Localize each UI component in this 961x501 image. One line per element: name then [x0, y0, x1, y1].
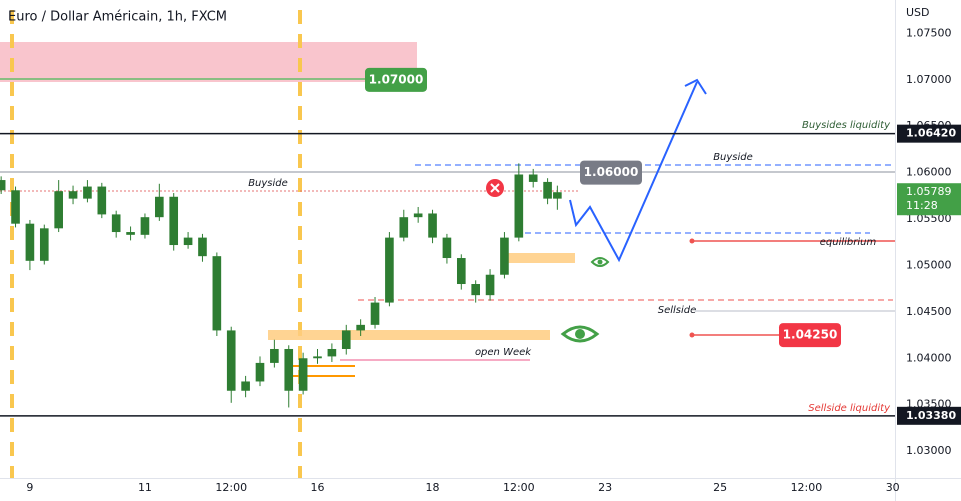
- candle-body: [341, 330, 351, 349]
- candle-body: [155, 196, 164, 218]
- y-tick-label: 1.05000: [906, 258, 952, 271]
- currency: USD: [906, 6, 930, 19]
- y-tick-label: 1.04000: [906, 351, 952, 364]
- candle-body: [126, 232, 135, 235]
- candle-body: [111, 214, 121, 233]
- level-anchor: [689, 238, 695, 244]
- x-tick-label: 9: [26, 481, 33, 494]
- candle-body: [212, 256, 222, 331]
- eye-icon: [590, 257, 610, 267]
- price-label-box: [580, 160, 642, 185]
- y-tick-label: 1.04500: [906, 305, 952, 318]
- candle-body: [442, 237, 452, 259]
- candle-body: [25, 223, 35, 261]
- chart-title: Euro / Dollar Américain, 1h, FXCM: [8, 10, 227, 25]
- annotation: Buyside: [248, 178, 288, 189]
- candle-body: [428, 213, 437, 238]
- supply-zone: [0, 42, 417, 82]
- axis-level-box: [897, 406, 961, 425]
- candle-body: [169, 196, 179, 246]
- candle-body: [370, 302, 380, 325]
- price-label-box: [779, 323, 841, 348]
- candle-body: [198, 237, 207, 257]
- candle-body: [399, 217, 409, 238]
- y-tick-label: 1.07000: [906, 73, 952, 86]
- candle-body: [241, 381, 250, 391]
- axis-level-box: [897, 124, 961, 143]
- y-tick-label: 1.03000: [906, 444, 952, 457]
- candle-body: [528, 174, 538, 182]
- candle-body: [255, 362, 265, 382]
- x-tick-label: 23: [598, 481, 612, 494]
- candle-body: [54, 191, 63, 229]
- annotation: open Week: [475, 347, 532, 358]
- candle-body: [485, 274, 495, 296]
- countdown: 11:28: [906, 199, 938, 212]
- annotation: Buysides liquidity: [802, 120, 891, 131]
- demand-zone: [268, 330, 550, 340]
- projection-arrow: [569, 81, 698, 263]
- candle-body: [543, 181, 552, 199]
- candle-body: [298, 358, 308, 391]
- candle-body: [356, 324, 365, 331]
- price-label-box: [365, 67, 427, 92]
- candle-body: [471, 284, 480, 296]
- annotation: Sellside: [658, 305, 697, 316]
- axis-level-label: 1.03380: [906, 409, 956, 422]
- annotation: Buyside: [713, 152, 753, 163]
- y-tick-label: 1.06000: [906, 166, 952, 179]
- last-price-label: 1.05789: [906, 185, 952, 198]
- candle-body: [11, 190, 20, 224]
- candle-body: [226, 330, 236, 391]
- x-tick-label: 30: [886, 481, 900, 494]
- candle-body: [140, 217, 150, 235]
- price-label: 1.04250: [783, 328, 838, 342]
- x-tick-label: 25: [713, 481, 727, 494]
- last-price-box: [897, 183, 961, 216]
- annotation: Sellside liquidity: [808, 403, 891, 414]
- axis-level-label: 1.06420: [906, 127, 956, 140]
- candle-body: [68, 191, 78, 199]
- eye-icon: [560, 325, 600, 343]
- candle-body: [456, 258, 466, 285]
- x-tick-label: 16: [311, 481, 325, 494]
- candle-body: [39, 228, 49, 261]
- candle-body: [385, 237, 394, 303]
- price-label: 1.07000: [369, 72, 424, 86]
- x-tick-label: 18: [426, 481, 440, 494]
- candle-body: [270, 348, 279, 363]
- candle-body: [0, 180, 6, 191]
- candle-body: [97, 186, 107, 215]
- candle-body: [514, 174, 524, 238]
- candle-body: [413, 213, 423, 218]
- candle-body: [313, 356, 322, 359]
- invalid-icon: [486, 179, 504, 197]
- candle-body: [553, 192, 562, 199]
- x-tick-label: 12:00: [791, 481, 823, 494]
- candle-body: [183, 237, 193, 246]
- candle-body: [284, 348, 294, 391]
- x-tick-label: 12:00: [503, 481, 535, 494]
- demand-zone: [505, 253, 575, 263]
- annotation: equilibrium: [820, 237, 877, 248]
- arrow-head: [684, 78, 707, 95]
- y-tick-label: 1.07500: [906, 26, 952, 39]
- x-tick-label: 12:00: [215, 481, 247, 494]
- candle-body: [327, 348, 337, 357]
- price-label: 1.06000: [584, 165, 639, 179]
- candle-body: [83, 186, 92, 199]
- y-tick-label: 1.05500: [906, 212, 952, 225]
- level-anchor: [689, 332, 695, 338]
- x-tick-label: 11: [138, 481, 152, 494]
- candle-body: [500, 237, 509, 275]
